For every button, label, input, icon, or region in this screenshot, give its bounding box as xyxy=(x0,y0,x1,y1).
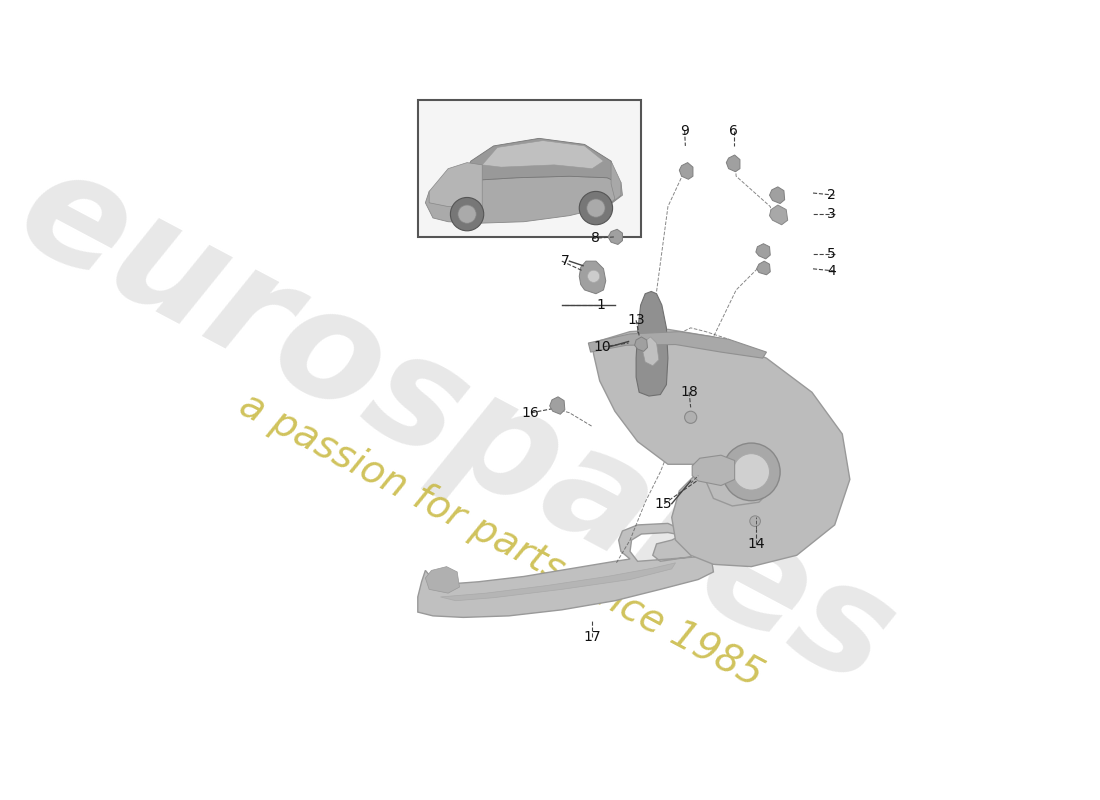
Polygon shape xyxy=(429,162,482,208)
Text: 13: 13 xyxy=(627,314,645,327)
Polygon shape xyxy=(550,397,564,414)
Circle shape xyxy=(580,191,613,225)
Polygon shape xyxy=(580,261,606,294)
Text: 4: 4 xyxy=(827,264,836,278)
Polygon shape xyxy=(726,155,740,172)
Circle shape xyxy=(723,443,780,501)
Circle shape xyxy=(458,205,476,223)
Polygon shape xyxy=(692,455,735,486)
Text: 7: 7 xyxy=(561,254,570,268)
Polygon shape xyxy=(592,330,850,566)
Polygon shape xyxy=(426,566,460,593)
Circle shape xyxy=(587,270,600,282)
Text: 15: 15 xyxy=(654,497,672,510)
Polygon shape xyxy=(607,161,620,206)
Bar xyxy=(418,101,641,237)
Polygon shape xyxy=(756,244,770,259)
Text: eurospares: eurospares xyxy=(0,134,917,719)
Text: 5: 5 xyxy=(827,246,836,261)
Polygon shape xyxy=(757,261,770,274)
Polygon shape xyxy=(482,141,604,169)
Text: 9: 9 xyxy=(680,124,689,138)
Polygon shape xyxy=(770,187,784,203)
Polygon shape xyxy=(426,176,623,223)
Circle shape xyxy=(750,516,760,526)
Polygon shape xyxy=(588,332,767,358)
Circle shape xyxy=(733,454,770,490)
Polygon shape xyxy=(608,230,623,245)
Polygon shape xyxy=(418,523,714,618)
Text: 17: 17 xyxy=(583,630,601,644)
Text: 3: 3 xyxy=(827,207,836,221)
Text: 14: 14 xyxy=(747,537,764,551)
Text: 6: 6 xyxy=(729,124,738,138)
Text: 2: 2 xyxy=(827,188,836,202)
Text: 8: 8 xyxy=(591,231,600,246)
Polygon shape xyxy=(680,162,693,179)
Polygon shape xyxy=(460,138,616,184)
Text: 18: 18 xyxy=(680,386,698,399)
Circle shape xyxy=(450,198,484,231)
Polygon shape xyxy=(635,337,648,351)
Polygon shape xyxy=(770,205,788,225)
Polygon shape xyxy=(440,563,675,601)
Text: 10: 10 xyxy=(594,340,612,354)
Text: 1: 1 xyxy=(597,298,606,312)
Circle shape xyxy=(586,199,605,217)
Text: 16: 16 xyxy=(521,406,539,420)
Circle shape xyxy=(684,411,696,423)
Text: a passion for parts since 1985: a passion for parts since 1985 xyxy=(233,386,769,694)
Polygon shape xyxy=(642,337,659,366)
Polygon shape xyxy=(636,291,668,396)
